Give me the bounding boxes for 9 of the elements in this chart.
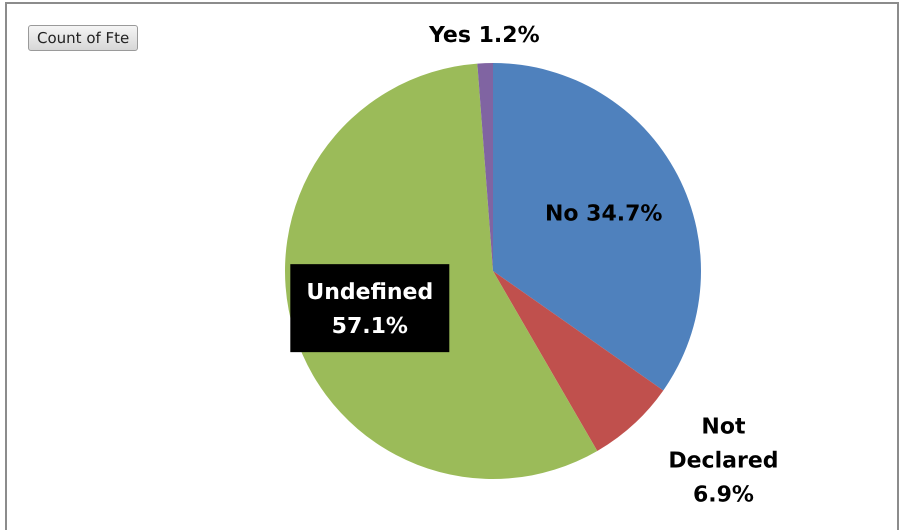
data-label: 6.9%	[692, 482, 754, 508]
pie-slice	[493, 63, 701, 390]
slice-label: Undefined	[306, 280, 434, 305]
slice-label: Not Declared	[668, 414, 779, 474]
data-label: 57.1%	[332, 314, 408, 339]
slice-label: No 34.7%	[544, 200, 662, 226]
field-button: Count of Fte	[28, 25, 138, 51]
slice-label: Yes 1.2%	[428, 22, 540, 48]
pie-slice	[493, 271, 664, 451]
